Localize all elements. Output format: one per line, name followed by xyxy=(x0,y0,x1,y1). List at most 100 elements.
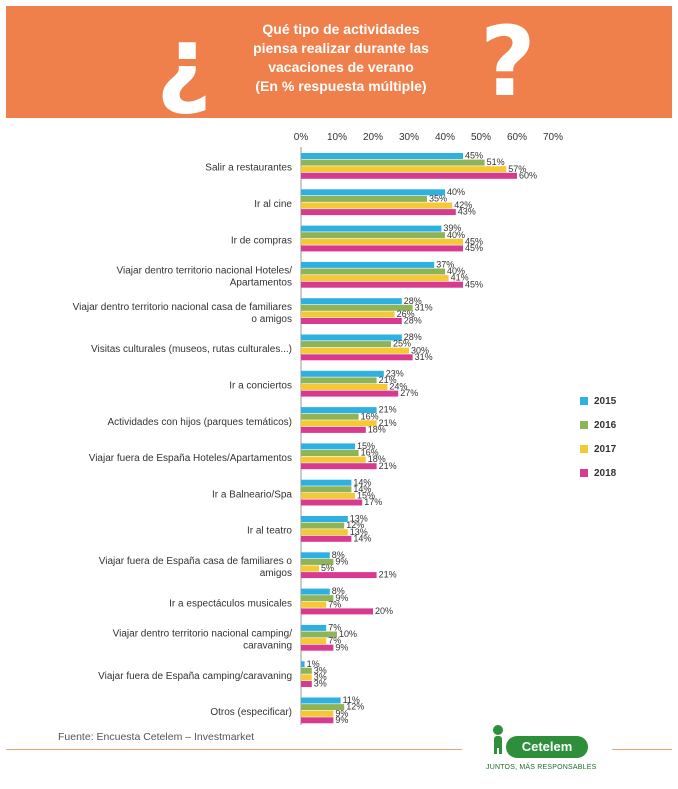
data-label: 35% xyxy=(429,194,447,204)
title-line: (En % respuesta múltiple) xyxy=(255,78,427,94)
legend-item: 2017 xyxy=(580,443,616,455)
data-label: 15% xyxy=(357,491,375,501)
bar-2018 xyxy=(301,426,366,433)
bar-2015 xyxy=(301,334,402,341)
bar-2017 xyxy=(301,347,409,354)
bar-2018 xyxy=(301,717,334,724)
category-label: Viajar fuera de España casa de familiare… xyxy=(99,556,293,567)
category-label: Apartamentos xyxy=(230,278,292,289)
bar-2018 xyxy=(301,172,517,179)
bar-2016 xyxy=(301,704,345,711)
data-label: 8% xyxy=(332,550,345,560)
x-tick-label: 10% xyxy=(327,132,347,143)
category-label: Viajar fuera de España Hoteles/Apartamen… xyxy=(89,453,292,464)
bar-2018 xyxy=(301,572,377,579)
legend-swatch-2015 xyxy=(580,397,588,405)
category-label: Actividades con hijos (parques temáticos… xyxy=(107,417,292,428)
data-label: 17% xyxy=(364,497,382,507)
x-tick-label: 0% xyxy=(294,132,309,143)
bar-2016 xyxy=(301,341,391,348)
bar-2017 xyxy=(301,492,355,499)
data-label: 14% xyxy=(353,477,371,487)
data-label: 21% xyxy=(379,418,397,428)
legend-label: 2015 xyxy=(594,395,617,407)
bar-2016 xyxy=(301,377,377,384)
data-label: 10% xyxy=(339,629,357,639)
x-tick-label: 50% xyxy=(471,132,491,143)
legend-item: 2016 xyxy=(580,419,616,431)
data-label: 3% xyxy=(314,665,327,675)
bar-2016 xyxy=(301,631,337,638)
x-tick-label: 30% xyxy=(399,132,419,143)
bar-2015 xyxy=(301,225,442,232)
category-label: Otros (especificar) xyxy=(210,707,292,718)
data-label: 21% xyxy=(379,461,397,471)
bar-2015 xyxy=(301,552,330,559)
data-label: 31% xyxy=(415,302,433,312)
bar-2017 xyxy=(301,238,463,245)
data-label: 45% xyxy=(465,236,483,246)
category-label: Ir al cine xyxy=(254,199,292,210)
data-label: 45% xyxy=(465,151,483,161)
data-label: 24% xyxy=(389,382,407,392)
data-label: 7% xyxy=(328,623,341,633)
data-label: 16% xyxy=(361,411,379,421)
data-label: 30% xyxy=(411,345,429,355)
data-label: 20% xyxy=(375,606,393,616)
legend-swatch-2017 xyxy=(580,445,588,453)
data-label: 43% xyxy=(458,207,476,217)
data-label: 12% xyxy=(346,702,364,712)
bar-2017 xyxy=(301,529,348,536)
bar-2016 xyxy=(301,450,359,456)
bar-2018 xyxy=(301,463,377,470)
title-line: Qué tipo de actividades xyxy=(262,21,420,37)
footer-divider xyxy=(6,749,462,750)
data-label: 14% xyxy=(353,484,371,494)
data-label: 45% xyxy=(465,279,483,289)
bar-2015 xyxy=(301,624,327,631)
bar-2018 xyxy=(301,499,363,506)
bar-2015 xyxy=(301,370,384,377)
data-label: 9% xyxy=(335,708,348,718)
data-label: 14% xyxy=(353,533,371,543)
bar-2015 xyxy=(301,661,305,668)
bar-2016 xyxy=(301,522,345,529)
category-label: caravaning xyxy=(243,641,292,652)
data-label: 1% xyxy=(307,659,320,669)
bar-2015 xyxy=(301,189,445,196)
data-label: 9% xyxy=(335,715,348,725)
data-label: 25% xyxy=(393,339,411,349)
data-label: 28% xyxy=(404,332,422,342)
category-label: Ir de compras xyxy=(231,235,292,246)
data-label: 39% xyxy=(443,223,461,233)
title-line: vacaciones de verano xyxy=(268,59,414,75)
data-label: 16% xyxy=(361,448,379,458)
category-label: Viajar dentro territorio nacional casa d… xyxy=(73,302,292,313)
x-tick-label: 40% xyxy=(435,132,455,143)
bar-2018 xyxy=(301,245,463,252)
legend-item: 2018 xyxy=(580,467,616,479)
data-label: 7% xyxy=(328,599,341,609)
bar-2015 xyxy=(301,516,348,522)
data-label: 5% xyxy=(321,563,334,573)
category-label: Viajar fuera de España camping/caravanin… xyxy=(98,671,292,682)
bar-2016 xyxy=(301,304,413,311)
data-label: 3% xyxy=(314,679,327,689)
data-label: 37% xyxy=(436,260,454,270)
bar-2018 xyxy=(301,281,463,288)
data-label: 42% xyxy=(454,200,472,210)
category-label: Viajar dentro territorio nacional campin… xyxy=(113,629,293,640)
data-label: 3% xyxy=(314,672,327,682)
data-label: 45% xyxy=(465,243,483,253)
bar-2017 xyxy=(301,601,327,608)
bar-2015 xyxy=(301,588,330,595)
category-label: Ir al teatro xyxy=(247,526,292,537)
data-label: 23% xyxy=(386,368,404,378)
data-label: 12% xyxy=(346,520,364,530)
bar-2015 xyxy=(301,298,402,305)
bar-2016 xyxy=(301,486,352,493)
category-label: amigos xyxy=(260,568,292,579)
bar-2016 xyxy=(301,232,445,239)
bar-2018 xyxy=(301,681,312,687)
bar-2017 xyxy=(301,275,449,282)
